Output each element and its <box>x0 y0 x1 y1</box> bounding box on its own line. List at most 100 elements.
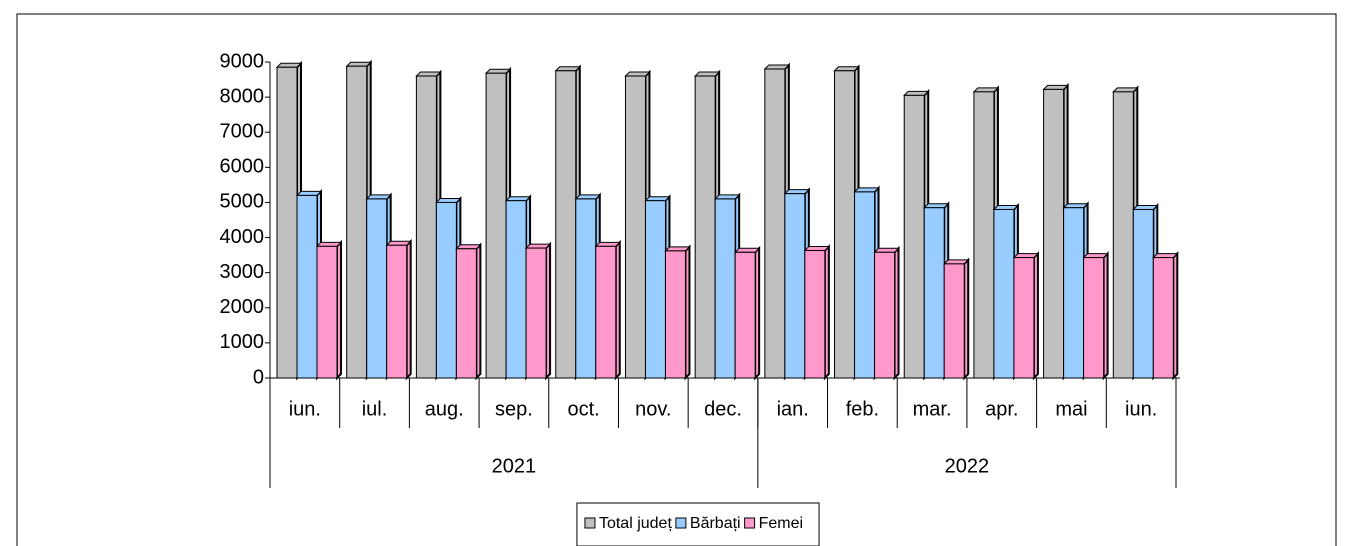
bar-top <box>644 196 671 202</box>
y-tick-label: 3000 <box>220 261 265 283</box>
bar-top <box>524 243 552 249</box>
bar-side <box>1172 251 1179 381</box>
bar <box>943 257 970 381</box>
bar-face <box>734 251 756 379</box>
bar-face <box>455 248 477 379</box>
bar-face <box>804 250 826 379</box>
bar-top <box>315 241 343 247</box>
legend: Total județ Bărbați Femei <box>576 502 820 546</box>
y-tick-label: 9000 <box>220 50 265 72</box>
bar-top <box>345 61 372 67</box>
bar-side <box>475 242 482 381</box>
bar-face <box>664 250 686 379</box>
bar <box>1152 251 1179 381</box>
bar-top <box>763 64 791 70</box>
x-tick-label: mar. <box>913 398 952 420</box>
bar <box>1082 251 1109 381</box>
bar-face <box>624 75 646 379</box>
bar-top <box>783 189 811 195</box>
bar-top <box>554 66 581 72</box>
bar-face <box>555 70 577 379</box>
x-tick-label: ian. <box>777 398 809 420</box>
bar-top <box>385 240 412 246</box>
bar-top <box>873 247 900 253</box>
legend-swatch <box>744 517 756 529</box>
y-tick-label: 5000 <box>220 191 265 213</box>
legend-label: Bărbați <box>690 515 741 532</box>
bar-side <box>405 238 412 381</box>
bar <box>315 239 343 381</box>
bar-top <box>435 197 462 203</box>
bar-top <box>1152 253 1179 259</box>
legend-label: Total județ <box>599 515 672 532</box>
bar-face <box>1013 257 1035 379</box>
group-label: 2022 <box>945 455 990 477</box>
bar-top <box>1012 253 1040 259</box>
bar-face <box>296 194 318 379</box>
bar-face <box>415 75 437 379</box>
bar-top <box>365 194 392 200</box>
bar-face <box>874 251 896 379</box>
bar-side <box>823 244 830 381</box>
bar-top <box>574 194 601 200</box>
x-tick-label: feb. <box>846 398 879 420</box>
bar-top <box>624 71 651 77</box>
x-tick-label: iul. <box>362 398 388 420</box>
y-tick-label: 1000 <box>220 331 265 353</box>
x-tick-label: dec. <box>704 398 742 420</box>
bar-face <box>1043 88 1065 379</box>
x-tick-label: apr. <box>985 398 1018 420</box>
bar-top <box>275 62 303 68</box>
bar-face <box>923 207 945 379</box>
bar-top <box>455 244 482 250</box>
bar-face <box>1132 208 1154 379</box>
bar-side <box>963 257 970 381</box>
bar <box>803 244 831 381</box>
legend-swatch <box>584 517 596 529</box>
bar-top <box>1132 204 1159 210</box>
bar-top <box>664 246 691 252</box>
bar <box>455 242 482 381</box>
y-tick-label: 2000 <box>220 296 265 318</box>
bar-face <box>973 91 995 379</box>
y-tick-label: 7000 <box>220 121 265 143</box>
bar-top <box>853 187 880 193</box>
bar-face <box>1083 257 1105 379</box>
bar-top <box>903 90 930 96</box>
bar-top <box>504 196 532 202</box>
bar-face <box>834 70 856 379</box>
x-tick-label: oct. <box>567 398 599 420</box>
bar-top <box>923 203 950 209</box>
bar-side <box>893 245 900 381</box>
bar-side <box>1102 251 1109 381</box>
x-tick-label: iun. <box>1125 398 1157 420</box>
x-tick-label: aug. <box>425 398 464 420</box>
bar-face <box>714 198 736 379</box>
bar-face <box>525 247 547 379</box>
bar-side <box>684 244 691 381</box>
bar-face <box>485 72 507 379</box>
bar-top <box>992 204 1020 210</box>
bar-face <box>316 245 338 379</box>
bar-face <box>346 65 368 379</box>
bar-side <box>754 245 761 381</box>
y-tick-label: 8000 <box>220 85 265 107</box>
bar-top <box>803 246 831 252</box>
bar-face <box>505 200 527 379</box>
bar <box>594 239 621 381</box>
bar-face <box>595 245 617 379</box>
y-tick-label: 0 <box>253 366 264 388</box>
bar <box>733 245 761 381</box>
bar-top <box>295 190 323 196</box>
bar-top <box>713 194 741 200</box>
bar-face <box>694 75 716 379</box>
bar-top <box>833 66 860 72</box>
bar-top <box>594 241 621 247</box>
bar-face <box>366 198 388 379</box>
x-tick-label: sep. <box>495 398 533 420</box>
bar-face <box>1112 91 1134 379</box>
bar <box>1012 251 1040 381</box>
y-tick-label: 6000 <box>220 156 265 178</box>
bar-face <box>575 198 597 379</box>
bar-face <box>993 208 1015 379</box>
